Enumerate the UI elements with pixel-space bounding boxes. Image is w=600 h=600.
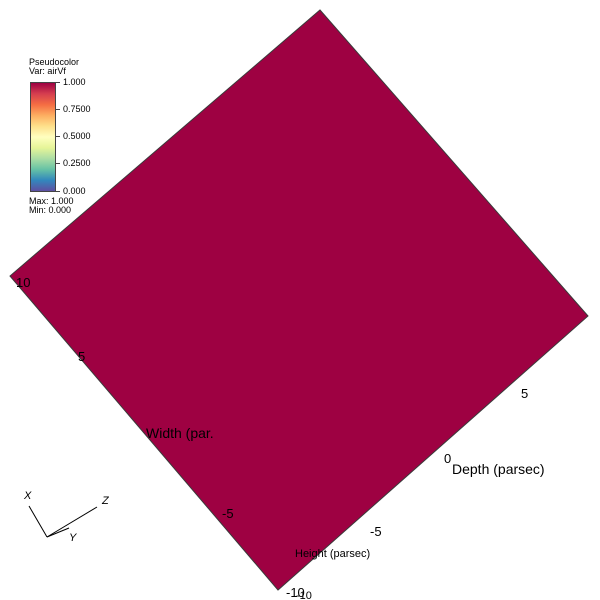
colorbar-tick-mark [56, 163, 60, 164]
height-tick-neg5: -5 [370, 524, 382, 539]
legend-variable: Var: airVf [29, 66, 66, 76]
depth-tick-5: 5 [521, 386, 528, 401]
orientation-triad: X Y Z [23, 490, 110, 544]
colorbar-tick-mark [56, 191, 60, 192]
depth-axis-label: Depth (parsec) [452, 461, 545, 477]
colorbar-tick-label: 0.000 [63, 186, 86, 196]
colorbar-tick-mark [56, 109, 60, 110]
width-tick-neg10: -10 [286, 585, 305, 600]
triad-y-label: Y [69, 532, 77, 544]
colorbar-tick-label: 0.5000 [63, 131, 91, 141]
colorbar [30, 82, 56, 192]
colorbar-tick-mark [56, 82, 60, 83]
legend-max: Max: 1.000 [29, 196, 74, 206]
height-tick-neg10: -10 [296, 590, 312, 600]
pseudocolor-plane [9, 9, 589, 591]
triad-z-label: Z [101, 495, 110, 507]
color-legend: Pseudocolor Var: airVf 1.000 0.7500 0.50… [29, 58, 149, 218]
width-axis-label: Width (par. [146, 425, 214, 441]
height-axis-label: Height (parsec) [295, 548, 370, 560]
colorbar-tick-mark [56, 136, 60, 137]
width-tick-5: 5 [78, 349, 85, 364]
depth-tick-0: 0 [444, 451, 451, 466]
width-tick-10: 10 [16, 275, 30, 290]
legend-min: Min: 0.000 [29, 205, 72, 215]
colorbar-tick-label: 0.7500 [63, 104, 91, 114]
colorbar-tick-label: 1.000 [63, 77, 86, 87]
width-tick-neg5: -5 [222, 506, 234, 521]
triad-x-label: X [23, 490, 32, 502]
legend-title: Pseudocolor [29, 57, 80, 67]
colorbar-tick-label: 0.2500 [63, 158, 91, 168]
